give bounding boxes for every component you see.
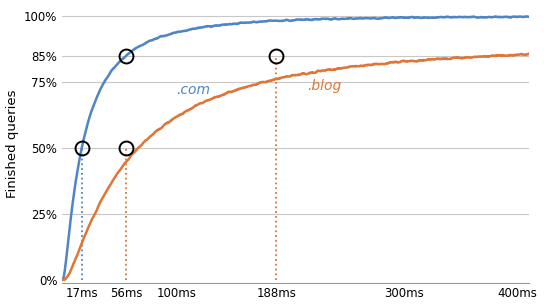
Text: .com: .com — [176, 83, 210, 97]
Y-axis label: Finished queries: Finished queries — [5, 90, 18, 198]
Text: .blog: .blog — [307, 79, 341, 93]
